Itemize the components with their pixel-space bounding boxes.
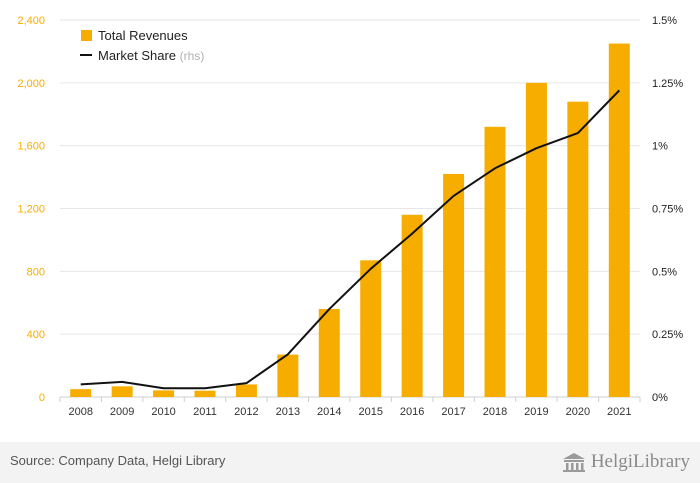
bar-2012 bbox=[235, 384, 257, 397]
source-note: Source: Company Data, Helgi Library bbox=[10, 453, 226, 468]
right-tick-label: 0.75% bbox=[652, 204, 683, 216]
x-tick-label: 2009 bbox=[110, 406, 134, 418]
footer: Source: Company Data, Helgi Library Helg… bbox=[0, 442, 700, 483]
library-building-icon bbox=[562, 453, 585, 472]
x-tick-label: 2016 bbox=[400, 406, 424, 418]
x-axis-tick-labels: 2008 2009 2010 2011 2012 2013 2014 2015 2016 2017… bbox=[68, 406, 631, 418]
legend-label-market-share: Market Share (rhs) bbox=[98, 48, 204, 63]
legend-label-total-revenues: Total Revenues bbox=[98, 28, 188, 43]
bar-2009 bbox=[111, 386, 133, 397]
legend-label-market-share-suffix: (rhs) bbox=[180, 49, 205, 63]
left-tick-label: 400 bbox=[27, 329, 45, 341]
x-tick-label: 2015 bbox=[358, 406, 382, 418]
right-tick-label: 0.5% bbox=[652, 266, 677, 278]
bar-2016 bbox=[401, 214, 423, 397]
bar-2020 bbox=[567, 101, 589, 397]
left-tick-label: 0 bbox=[39, 392, 45, 404]
x-tick-label: 2019 bbox=[524, 406, 548, 418]
right-tick-label: 1.25% bbox=[652, 78, 683, 90]
x-tick-label: 2017 bbox=[441, 406, 465, 418]
x-tick-label: 2008 bbox=[68, 406, 92, 418]
x-tick-label: 2018 bbox=[483, 406, 507, 418]
gridlines bbox=[59, 19, 641, 402]
bar-2021 bbox=[608, 43, 630, 397]
bar-2017 bbox=[443, 173, 465, 397]
x-tick-label: 2012 bbox=[234, 406, 258, 418]
left-tick-label: 800 bbox=[27, 266, 45, 278]
bar-2015 bbox=[360, 260, 382, 397]
right-tick-label: 1% bbox=[652, 141, 668, 153]
left-tick-label: 2,000 bbox=[17, 78, 45, 90]
bar-2013 bbox=[277, 354, 299, 397]
legend: Total Revenues Market Share (rhs) bbox=[80, 28, 204, 63]
market-share-line bbox=[80, 89, 621, 390]
brand-name: HelgiLibrary bbox=[590, 451, 690, 472]
legend-label-market-share-name: Market Share bbox=[98, 48, 180, 63]
right-axis-tick-labels: 0% 0.25% 0.5% 0.75% 1% 1.25% 1.5% bbox=[652, 15, 683, 404]
left-tick-label: 2,400 bbox=[17, 15, 45, 27]
bar-2018 bbox=[484, 126, 506, 398]
left-tick-label: 1,200 bbox=[17, 204, 45, 216]
brand-logo: HelgiLibrary bbox=[562, 448, 690, 476]
left-tick-label: 1,600 bbox=[17, 141, 45, 153]
legend-swatch-total-revenues bbox=[81, 30, 92, 41]
x-tick-label: 2011 bbox=[193, 406, 217, 418]
left-axis-tick-labels: 0 400 800 1,200 1,600 2,000 2,400 bbox=[17, 15, 45, 404]
right-tick-label: 0.25% bbox=[652, 329, 683, 341]
x-tick-label: 2010 bbox=[151, 406, 175, 418]
x-tick-label: 2013 bbox=[276, 406, 300, 418]
x-tick-label: 2021 bbox=[607, 406, 631, 418]
right-tick-label: 0% bbox=[652, 392, 668, 404]
right-tick-label: 1.5% bbox=[652, 15, 677, 27]
bar-2008 bbox=[70, 389, 92, 397]
bar-2014 bbox=[318, 309, 340, 397]
bar-series-total-revenues bbox=[70, 43, 630, 398]
line-series-market-share bbox=[80, 89, 621, 390]
bar-2019 bbox=[525, 82, 547, 397]
bar-2011 bbox=[194, 390, 216, 397]
bar-2010 bbox=[153, 390, 175, 397]
x-tick-label: 2020 bbox=[566, 406, 590, 418]
x-tick-label: 2014 bbox=[317, 406, 341, 418]
